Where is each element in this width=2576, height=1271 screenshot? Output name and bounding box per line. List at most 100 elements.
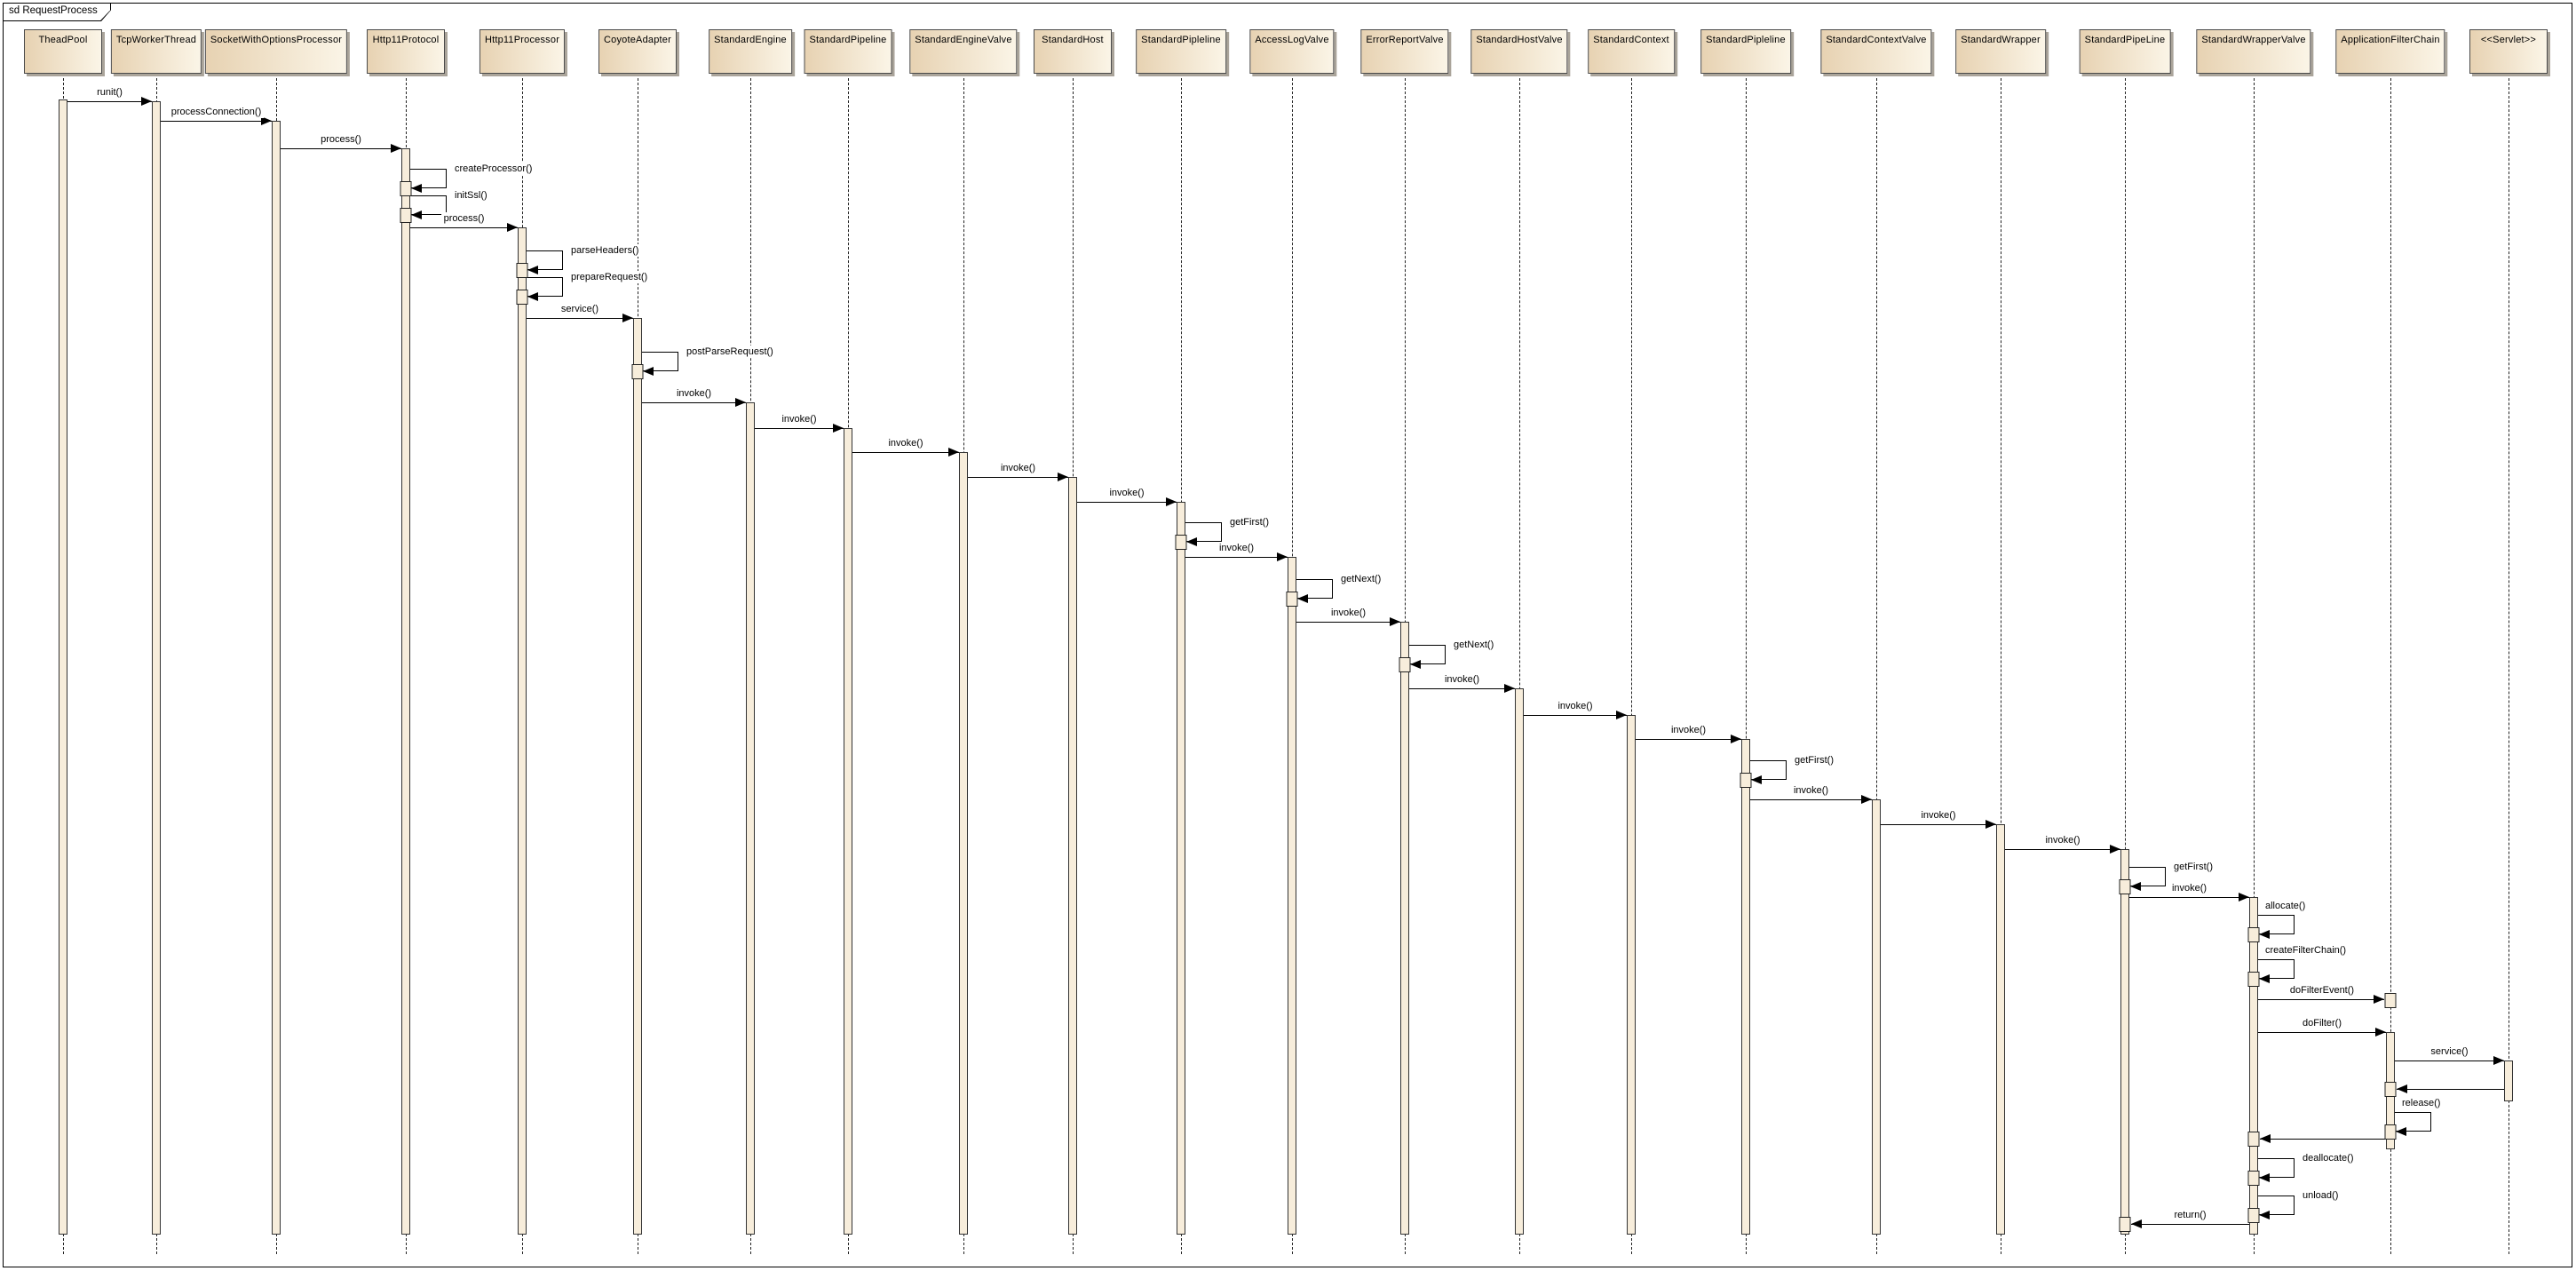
nested-activation-square [400, 208, 412, 223]
self-call-loop [1409, 645, 1446, 664]
message-line [410, 227, 518, 228]
self-call-arrowhead-icon [2259, 930, 2270, 939]
nested-activation-square [516, 290, 528, 305]
self-call-arrowhead-icon [2259, 974, 2270, 983]
message-arrowhead-icon [2110, 845, 2120, 854]
message-line [67, 101, 152, 102]
message-arrowhead-icon [1058, 473, 1068, 481]
activation-bar [272, 121, 281, 1235]
activation-bar [1400, 622, 1409, 1235]
lifeline-head: CoyoteAdapter [598, 29, 677, 74]
lifeline-head: ApplicationFilterChain [2335, 29, 2445, 74]
message-label: release() [2399, 1097, 2444, 1109]
self-call-loop [527, 277, 563, 297]
message-line [2129, 897, 2249, 898]
nested-activation-square [2119, 879, 2131, 894]
message-arrowhead-icon [833, 424, 844, 433]
self-call-arrowhead-icon [527, 266, 538, 274]
self-call-arrowhead-icon [411, 211, 422, 219]
activation-bar [401, 148, 410, 1235]
message-arrowhead-icon [1390, 617, 1400, 626]
message-label: createProcessor() [452, 163, 535, 175]
activation-bar [1627, 715, 1636, 1235]
self-call-loop [527, 250, 563, 270]
message-label: invoke() [997, 462, 1039, 474]
message-label: invoke() [1216, 542, 1257, 554]
message-line [281, 148, 401, 149]
lifeline-line [1876, 74, 1877, 1254]
message-line [852, 452, 959, 453]
message-arrowhead-icon [1616, 711, 1627, 719]
lifeline-line [2390, 74, 2391, 1254]
message-line [1524, 715, 1627, 716]
lifeline-head: StandardHostValve [1470, 29, 1568, 74]
message-label: runit() [94, 86, 125, 99]
nested-activation-square [2247, 1208, 2260, 1223]
self-call-loop [1750, 760, 1787, 780]
message-label: getNext() [1451, 639, 1497, 651]
message-arrowhead-icon [735, 398, 746, 407]
self-call-loop [642, 352, 678, 371]
self-call-loop [2258, 959, 2295, 979]
self-call-arrowhead-icon [2259, 1211, 2270, 1219]
message-label: getFirst() [1227, 516, 1272, 528]
message-arrowhead-icon [261, 116, 272, 125]
message-arrowhead-icon [507, 223, 518, 232]
lifeline-head: Http11Processor [479, 29, 566, 74]
lifeline-head: TheadPool [24, 29, 102, 74]
message-label: unload() [2300, 1189, 2342, 1202]
activation-bar [1068, 477, 1077, 1235]
message-label: service() [2428, 1045, 2471, 1058]
message-line [968, 477, 1068, 478]
activation-bar [633, 318, 642, 1235]
self-call-arrowhead-icon [411, 184, 422, 193]
self-call-arrowhead-icon [2259, 1173, 2270, 1182]
lifeline-line [1631, 74, 1632, 1254]
nested-activation-square [2119, 1217, 2131, 1232]
message-arrowhead-icon [1986, 820, 1996, 829]
message-label: prepareRequest() [568, 271, 651, 283]
nested-activation-square [2384, 1082, 2397, 1097]
message-label: initSsl() [452, 189, 490, 202]
self-call-arrowhead-icon [2396, 1127, 2406, 1136]
message-label: process() [440, 212, 487, 225]
self-call-loop [2258, 1158, 2295, 1178]
message-line [1750, 799, 1872, 800]
message-label: postParseRequest() [684, 346, 776, 358]
message-line [642, 402, 746, 403]
message-arrowhead-icon [1166, 497, 1177, 506]
message-line [527, 318, 633, 319]
message-arrowhead-icon [622, 314, 633, 322]
message-label: invoke() [1441, 673, 1483, 686]
nested-activation-square [2247, 1132, 2260, 1147]
activation-bar [1996, 824, 2005, 1235]
self-call-loop [2258, 915, 2295, 934]
self-call-loop [2395, 1112, 2431, 1132]
activation-bar [1741, 739, 1750, 1235]
nested-activation-square [2247, 1171, 2260, 1186]
return-line [2260, 1139, 2386, 1140]
message-label: invoke() [779, 413, 820, 425]
message-arrowhead-icon [1277, 552, 1288, 561]
self-call-loop [410, 169, 447, 188]
message-label: invoke() [673, 387, 715, 400]
frame-tab [4, 4, 110, 20]
message-arrowhead-icon [1504, 684, 1515, 693]
message-label: getFirst() [2171, 861, 2215, 873]
message-label: invoke() [2042, 834, 2083, 846]
activation-bar [518, 227, 527, 1235]
nested-activation-square [2384, 993, 2397, 1008]
message-line [755, 428, 844, 429]
message-arrowhead-icon [141, 97, 152, 106]
message-label: invoke() [1668, 724, 1709, 736]
diagram-frame-border [3, 3, 2572, 1267]
nested-activation-square [631, 364, 644, 379]
return-arrowhead-icon [2260, 1134, 2271, 1143]
message-label: invoke() [1555, 700, 1596, 712]
activation-bar [152, 101, 161, 1235]
activation-bar [844, 428, 852, 1235]
nested-activation-square [2247, 927, 2260, 942]
activation-bar [1177, 502, 1185, 1235]
lifeline-head: StandardEngineValve [909, 29, 1018, 74]
